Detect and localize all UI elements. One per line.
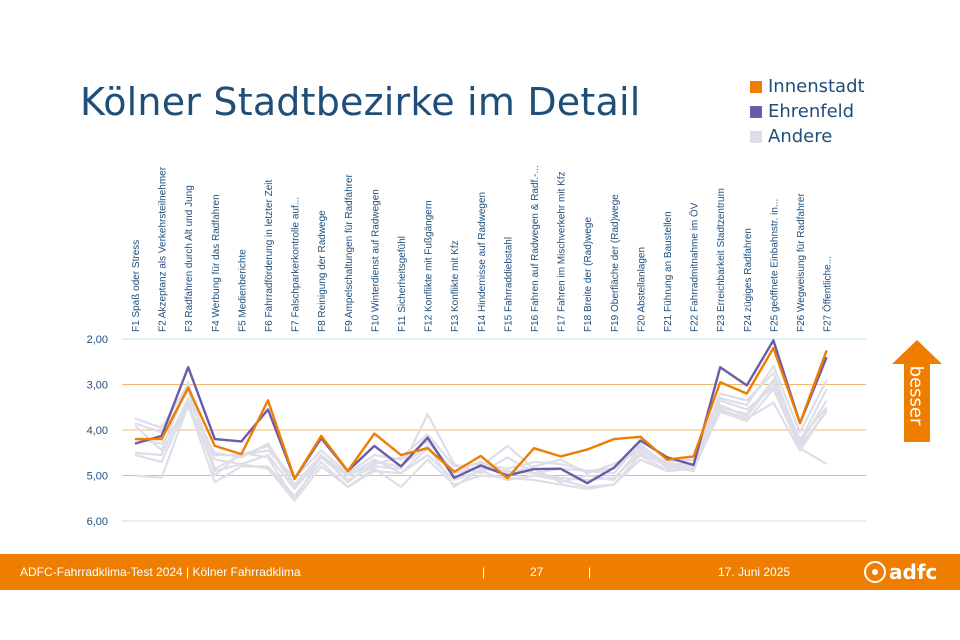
series-line-andere	[134, 381, 828, 502]
footer-page-number: 27	[530, 565, 544, 579]
x-tick-label: F9 Ampelschaltungen für Radfahrer	[344, 173, 355, 332]
x-tick-label: F27 Öffentliche...	[822, 256, 834, 332]
y-tick-label: 5,00	[87, 471, 108, 483]
legend-label-innenstadt: Innenstadt	[768, 76, 865, 97]
x-tick-label: F14 Hindernisse auf Radwegen	[477, 192, 488, 332]
x-tick-label: F11 Sicherheitsgefühl	[397, 236, 408, 332]
legend-label-ehrenfeld: Ehrenfeld	[768, 101, 855, 122]
line-chart: 2,00 3,00 4,00 5,00 6,00 F1 Spaß oder Stress F…	[87, 165, 866, 528]
x-tick-label: F17 Fahren im Mischverkehr mit Kfz	[557, 171, 568, 332]
x-tick-label: F12 Konflikte mit Fußgängern	[424, 200, 435, 332]
x-tick-label: F7 Falschparkerkontrolle auf...	[291, 197, 302, 332]
x-tick-label: F1 Spaß oder Stress	[131, 240, 142, 332]
series-line-andere	[134, 388, 828, 502]
footer-separator-1: |	[482, 565, 486, 579]
y-tick-label: 2,00	[87, 334, 108, 346]
legend-item-ehrenfeld: Ehrenfeld	[750, 99, 865, 124]
x-tick-label: F16 Fahren auf Radwegen & Radf.-...	[530, 165, 541, 332]
y-tick-label: 3,00	[87, 380, 108, 392]
x-tick-label: F3 Radfahren durch Alt und Jung	[184, 185, 195, 332]
x-tick-label: F23 Erreichbarkeit Stadtzentrum	[716, 188, 727, 332]
x-tick-label: F10 Winterdienst auf Radwegen	[370, 189, 381, 332]
series-line-ehrenfeld	[134, 339, 828, 485]
chart-legend: Innenstadt Ehrenfeld Andere	[750, 74, 865, 149]
legend-swatch-innenstadt	[750, 80, 762, 93]
footer-separator-2: |	[588, 565, 592, 579]
x-tick-label: F20 Abstellanlagen	[636, 247, 647, 332]
y-tick-label: 4,00	[87, 425, 108, 437]
legend-item-innenstadt: Innenstadt	[750, 74, 865, 99]
slide-title: Kölner Stadtbezirke im Detail	[80, 80, 641, 124]
x-tick-label: F6 Fahrradförderung in letzter Zeit	[264, 179, 275, 332]
x-tick-label: F4 Werbung für das Radfahren	[211, 194, 222, 332]
x-tick-label: F21 Führung an Baustellen	[663, 211, 674, 332]
footer-date: 17. Juni 2025	[718, 565, 791, 579]
series-line-andere	[134, 372, 828, 479]
x-tick-label: F5 Medienberichte	[237, 249, 248, 332]
x-tick-label: F19 Oberfläche der (Rad)wege	[610, 194, 621, 332]
better-arrow-icon	[892, 340, 942, 442]
legend-swatch-andere	[750, 130, 762, 143]
x-tick-label: F24 zügiges Radfahren	[743, 228, 754, 332]
x-tick-label: F25 geöffnete Einbahnstr. in...	[769, 199, 780, 332]
better-arrow-label-box: besser	[901, 352, 931, 438]
x-tick-label: F26 Wegweisung für Radfahrer	[796, 193, 807, 332]
legend-swatch-ehrenfeld	[750, 105, 762, 118]
y-tick-label: 6,00	[87, 516, 108, 528]
better-arrow-label: besser	[905, 365, 927, 425]
footer-title: ADFC-Fahrradklima-Test 2024 | Kölner Fah…	[20, 565, 301, 579]
footer-bar: ADFC-Fahrradklima-Test 2024 | Kölner Fah…	[0, 554, 960, 590]
legend-item-andere: Andere	[750, 124, 865, 149]
adfc-logo: adfc	[864, 558, 937, 586]
series-line-andere	[134, 401, 828, 498]
x-tick-label: F8 Reinigung der Radwege	[317, 210, 328, 332]
series-line-innenstadt	[135, 346, 828, 480]
x-tick-label: F15 Fahrraddiebstahl	[503, 237, 514, 332]
adfc-logo-icon	[864, 561, 886, 583]
series-line-andere	[134, 378, 828, 491]
x-tick-label: F22 Fahrradmitnahme im ÖV	[689, 202, 701, 332]
x-tick-label: F2 Akzeptanz als Verkehrsteilnehmer	[158, 166, 169, 332]
x-tick-label: F13 Konflikte mit Kfz	[450, 240, 461, 332]
adfc-logo-text: adfc	[889, 560, 938, 584]
legend-label-andere: Andere	[768, 126, 833, 147]
x-tick-label: F18 Breite der (Rad)wege	[583, 217, 594, 332]
